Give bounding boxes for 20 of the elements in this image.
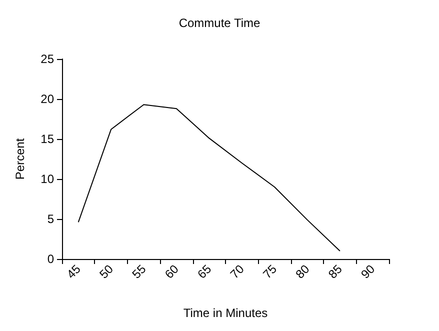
y-tick-label: 25 [40, 52, 54, 66]
y-tick-label: 10 [40, 172, 54, 186]
y-tick-label: 20 [40, 92, 54, 106]
x-tick-label: 65 [194, 262, 214, 282]
x-tick-label: 70 [227, 262, 248, 282]
x-tick-label: 60 [162, 262, 182, 282]
chart-title: Commute Time [178, 16, 260, 30]
x-tick-label: 80 [292, 262, 312, 282]
x-tick-label: 50 [96, 262, 116, 282]
line-series [78, 104, 340, 252]
x-tick-label: 55 [129, 262, 149, 282]
x-tick-label: 75 [260, 262, 280, 282]
y-tick-label: 15 [40, 132, 54, 146]
x-tick-label: 85 [326, 262, 346, 282]
x-axis-title: Time in Minutes [183, 306, 268, 320]
y-tick-label: 5 [47, 212, 54, 226]
y-tick-label: 0 [47, 252, 54, 266]
y-axis-title: Percent [13, 138, 27, 180]
x-tick-label: 90 [358, 262, 378, 282]
x-tick-label: 45 [64, 262, 84, 282]
